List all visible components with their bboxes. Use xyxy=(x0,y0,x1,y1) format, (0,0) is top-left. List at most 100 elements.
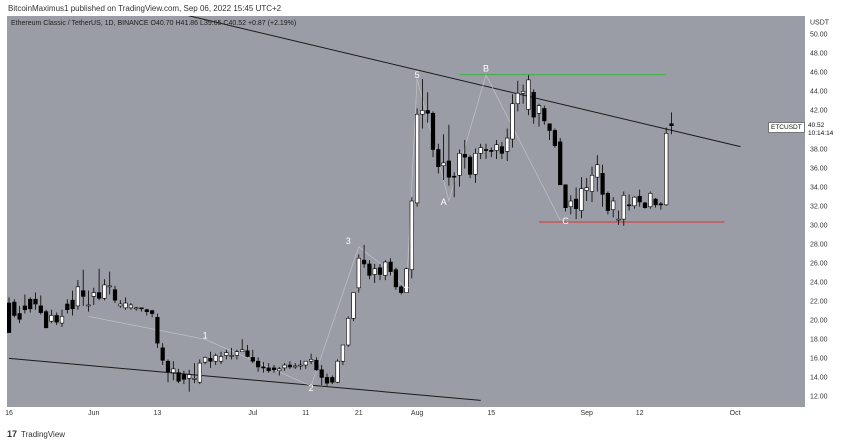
candle-body xyxy=(144,309,149,312)
candle xyxy=(181,370,187,385)
candle-body xyxy=(441,162,446,167)
candle-body xyxy=(229,355,234,357)
candle-body xyxy=(86,304,91,307)
candle xyxy=(303,360,308,369)
time-tick-label: 21 xyxy=(354,410,363,417)
candle-body xyxy=(314,359,319,371)
candle-body xyxy=(420,110,425,115)
candle xyxy=(483,143,489,160)
price-tick-label: 38.00 xyxy=(810,146,828,153)
candle-body xyxy=(261,366,266,369)
last-price-value: 40.52 xyxy=(808,122,825,129)
candle xyxy=(367,260,372,280)
candle xyxy=(669,112,674,135)
chart-area[interactable]: 1 2 3 4 5 A B C Ethereum Classic / TetherUS, 1D… xyxy=(7,16,805,407)
candle-body xyxy=(155,317,160,344)
candle xyxy=(12,299,17,318)
candle xyxy=(282,363,287,371)
candle xyxy=(573,187,579,220)
descending-support xyxy=(8,357,481,401)
candle-body xyxy=(118,303,123,307)
low-value: 39.65 xyxy=(203,20,222,27)
candle-body xyxy=(393,269,399,288)
candle xyxy=(478,143,483,160)
candle-body xyxy=(568,200,573,208)
candle xyxy=(648,191,653,209)
price-chart[interactable]: 1 2 3 4 5 A B C xyxy=(7,16,805,407)
candle-body xyxy=(542,108,547,122)
time-tick-label: Jun xyxy=(88,410,100,417)
candle-body xyxy=(621,194,626,220)
wave-labels-layer: 1 2 3 4 5 A B C xyxy=(203,63,570,392)
descending-resistance xyxy=(187,16,741,148)
candle xyxy=(75,280,80,310)
candle-body xyxy=(531,91,536,118)
candle xyxy=(611,197,616,218)
time-axis[interactable]: 16 Jun 13 Jul 11 21 Aug 15 Sep 12 Oct xyxy=(5,407,805,421)
candle-body xyxy=(547,123,552,131)
candle xyxy=(414,108,420,207)
candle-body xyxy=(22,305,28,311)
candle-body xyxy=(356,257,361,289)
candle xyxy=(70,290,75,316)
candle-body xyxy=(298,364,303,367)
candle xyxy=(377,263,383,281)
candle-body xyxy=(245,350,250,357)
footer: 17 TradingView xyxy=(7,429,65,439)
candle xyxy=(664,127,669,206)
candle xyxy=(393,267,399,290)
candle-body xyxy=(28,298,33,310)
candle xyxy=(208,351,213,368)
candle xyxy=(473,148,478,183)
wave-label: 5 xyxy=(415,70,420,80)
price-tick-label: 20.00 xyxy=(810,317,828,325)
candle xyxy=(383,260,388,281)
candle-body xyxy=(346,318,351,346)
time-tick-label: 12 xyxy=(635,410,644,417)
candle-body xyxy=(510,103,515,140)
change-value: +0.87 (+2.19%) xyxy=(247,20,297,27)
candle xyxy=(457,149,462,187)
candle-body xyxy=(70,299,75,310)
price-tick-label: 28.00 xyxy=(810,241,828,249)
candle-body xyxy=(49,315,54,322)
candle-body xyxy=(54,315,59,323)
candle xyxy=(298,360,303,370)
candle-body xyxy=(505,137,510,152)
candle-body xyxy=(558,141,563,186)
candle xyxy=(43,309,49,329)
candle-body xyxy=(192,378,197,380)
candle-body xyxy=(367,263,372,276)
candle xyxy=(340,344,346,366)
time-tick-label: 15 xyxy=(487,410,496,417)
candle-body xyxy=(584,187,589,191)
candle-body xyxy=(499,146,505,154)
candle-body xyxy=(181,374,187,380)
candle-body xyxy=(446,160,452,178)
price-tick-label: 12.00 xyxy=(810,393,828,401)
candle xyxy=(128,303,133,310)
candle xyxy=(441,134,446,181)
price-tick-label: 36.00 xyxy=(810,165,828,173)
candle-body xyxy=(59,316,65,324)
candle xyxy=(218,351,224,365)
candle-body xyxy=(203,357,208,363)
candle xyxy=(123,297,128,310)
candle-body xyxy=(340,344,346,362)
close-value: 40.52 xyxy=(228,20,247,27)
price-tick-label: 30.00 xyxy=(810,222,828,230)
candle-body xyxy=(515,92,520,105)
candle-body xyxy=(187,374,192,379)
candle-body xyxy=(425,110,430,114)
candle xyxy=(494,139,499,160)
candle xyxy=(335,359,340,384)
candle-body xyxy=(653,198,658,206)
price-tick-label: 24.00 xyxy=(810,279,828,287)
candle-body xyxy=(335,360,340,383)
candle-body xyxy=(563,184,568,208)
candle-body xyxy=(494,144,499,151)
candle xyxy=(499,141,505,160)
candle-body xyxy=(165,360,171,373)
candle xyxy=(552,128,557,148)
price-axis[interactable]: USDT 12.00 14.00 16.00 18.00 20.00 22.00 24.00… xyxy=(805,16,850,407)
